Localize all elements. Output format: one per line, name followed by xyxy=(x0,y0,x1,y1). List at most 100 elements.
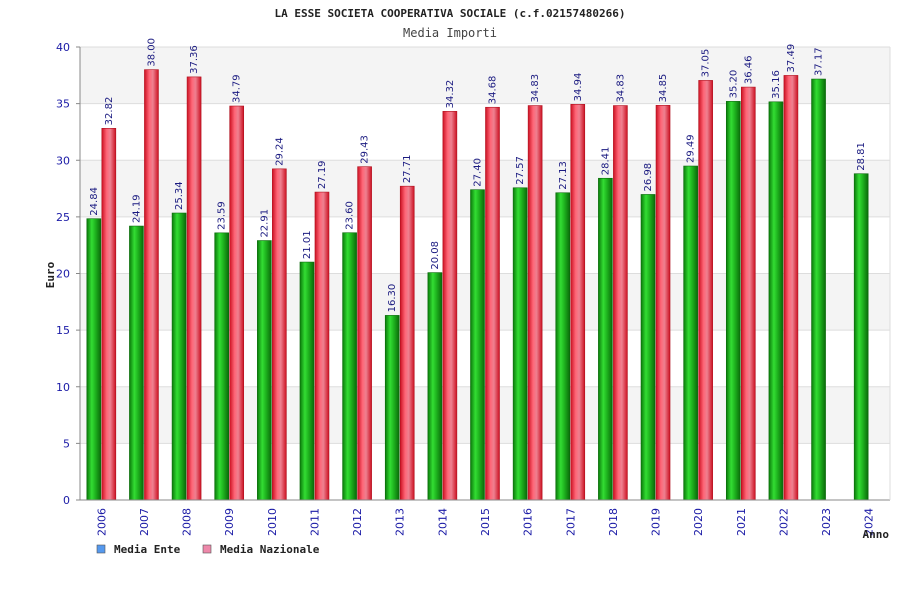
bar-media-ente xyxy=(683,165,698,501)
bar-media-ente xyxy=(640,194,656,501)
bar-media-nazionale xyxy=(144,69,159,501)
data-label: 23.60 xyxy=(345,201,356,230)
y-tick-label: 30 xyxy=(56,154,70,167)
x-tick-label: 2023 xyxy=(820,508,833,536)
y-tick-label: 10 xyxy=(56,381,70,394)
bar-media-ente xyxy=(555,192,571,501)
bar-media-ente xyxy=(257,240,272,501)
data-label: 34.32 xyxy=(445,80,456,109)
bar-media-nazionale xyxy=(101,128,117,501)
data-label: 27.71 xyxy=(402,155,413,184)
grid-band xyxy=(80,330,890,387)
x-tick-label: 2022 xyxy=(777,508,790,536)
bar-media-ente xyxy=(470,189,485,501)
data-label: 27.13 xyxy=(558,161,569,190)
legend-swatch xyxy=(96,544,106,554)
data-label: 38.00 xyxy=(146,38,157,67)
data-label: 24.19 xyxy=(131,194,142,223)
data-label: 34.83 xyxy=(615,74,626,103)
bar-media-ente xyxy=(171,212,187,501)
data-label: 28.81 xyxy=(856,142,867,171)
x-tick-label: 2007 xyxy=(138,508,151,536)
data-label: 37.36 xyxy=(189,45,200,74)
bar-media-nazionale xyxy=(570,104,586,501)
bar-media-ente xyxy=(214,232,230,501)
bar-media-ente xyxy=(427,272,443,501)
bar-media-nazionale xyxy=(229,105,245,501)
grid-band xyxy=(80,103,890,161)
bar-media-ente xyxy=(811,78,826,501)
bar-media-nazionale xyxy=(740,86,756,501)
y-tick-label: 25 xyxy=(56,211,70,224)
data-label: 29.43 xyxy=(360,135,371,164)
y-tick-label: 0 xyxy=(63,494,70,507)
x-tick-label: 2020 xyxy=(692,508,705,536)
data-label: 16.30 xyxy=(387,284,398,313)
bar-media-nazionale xyxy=(527,105,543,501)
x-tick-label: 2011 xyxy=(308,508,321,536)
data-label: 35.16 xyxy=(771,70,782,99)
x-tick-label: 2008 xyxy=(181,508,194,536)
y-tick-label: 15 xyxy=(56,324,70,337)
data-label: 28.41 xyxy=(600,147,611,176)
bar-media-nazionale xyxy=(314,191,330,501)
y-tick-labels: 0 5 10 15 20 25 30 35 40 xyxy=(56,41,70,507)
bar-media-nazionale xyxy=(399,185,415,501)
data-label: 37.17 xyxy=(814,47,825,76)
x-tick-label: 2018 xyxy=(607,508,620,536)
x-tick-label: 2010 xyxy=(266,508,279,536)
bar-media-ente xyxy=(129,225,144,501)
data-label: 26.98 xyxy=(643,163,654,192)
bar-media-ente xyxy=(384,315,400,501)
legend-label: Media Nazionale xyxy=(220,543,320,556)
x-tick-label: 2024 xyxy=(863,508,876,536)
data-label: 29.24 xyxy=(274,137,285,166)
x-axis-label: Anno xyxy=(863,528,890,541)
bar-media-ente xyxy=(342,232,357,501)
grid-band xyxy=(80,386,890,444)
x-tick-label: 2006 xyxy=(95,508,108,536)
data-label: 35.20 xyxy=(728,70,739,99)
data-label: 37.05 xyxy=(701,49,712,78)
data-label: 27.40 xyxy=(473,158,484,187)
data-label: 20.08 xyxy=(430,241,441,270)
legend: Media Ente Media Nazionale xyxy=(96,543,320,556)
data-label: 34.85 xyxy=(658,74,669,103)
data-label: 21.01 xyxy=(302,230,313,259)
data-label: 37.49 xyxy=(786,44,797,73)
data-label: 36.46 xyxy=(743,55,754,84)
bar-media-ente xyxy=(598,177,613,501)
bar-media-nazionale xyxy=(442,111,458,501)
data-label: 32.82 xyxy=(104,97,115,126)
grid-band xyxy=(80,47,890,104)
data-label: 29.49 xyxy=(686,134,697,163)
data-label: 24.84 xyxy=(89,187,100,216)
bar-media-nazionale xyxy=(783,75,799,501)
chart-subtitle: Media Importi xyxy=(403,26,497,40)
y-axis-label: Euro xyxy=(44,261,57,288)
grid-band xyxy=(80,216,890,274)
bar-media-nazionale xyxy=(485,106,500,501)
bar-media-nazionale xyxy=(186,76,202,501)
x-tick-label: 2019 xyxy=(650,508,663,536)
bar-media-ente xyxy=(86,218,102,501)
x-tick-label: 2013 xyxy=(394,508,407,536)
bar-media-nazionale xyxy=(272,168,287,501)
bar-media-ente xyxy=(512,187,528,501)
x-tick-label: 2017 xyxy=(564,508,577,536)
x-tick-label: 2021 xyxy=(735,508,748,536)
data-label: 22.91 xyxy=(259,209,270,238)
y-tick-label: 40 xyxy=(56,41,70,54)
bar-media-ente xyxy=(853,173,869,501)
bar-media-nazionale xyxy=(613,105,628,501)
bar-media-nazionale xyxy=(655,105,671,501)
bar-media-nazionale xyxy=(357,166,372,501)
y-tick-label: 35 xyxy=(56,98,70,111)
data-label: 34.79 xyxy=(232,74,243,103)
grid-band xyxy=(80,443,890,500)
bar-media-ente xyxy=(299,261,315,501)
grid-band xyxy=(80,160,890,217)
bar-media-ente xyxy=(725,101,741,501)
bar-media-ente xyxy=(768,101,784,501)
